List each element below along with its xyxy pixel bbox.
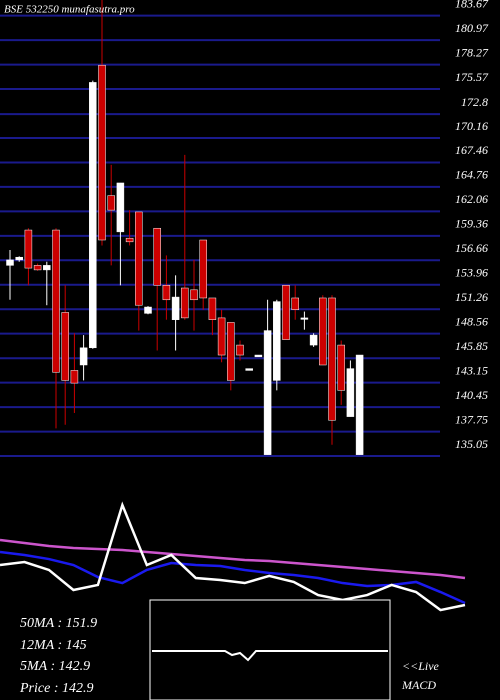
- candle-body: [43, 265, 51, 271]
- y-tick-label: 178.27: [455, 45, 489, 59]
- candle-body: [319, 297, 327, 366]
- y-tick-label: 156.66: [455, 241, 488, 255]
- candle-body: [300, 317, 309, 320]
- candle-body: [291, 297, 299, 310]
- candle-body: [236, 344, 244, 356]
- candle-body: [181, 287, 189, 319]
- candle-body: [355, 354, 364, 455]
- y-tick-label: 175.57: [455, 70, 489, 84]
- ma-panel: [0, 501, 466, 612]
- candle-body: [254, 354, 263, 358]
- candle-body: [208, 297, 217, 320]
- candle-body: [125, 237, 134, 243]
- y-tick-label: 143.15: [455, 363, 488, 377]
- candle-body: [89, 82, 97, 349]
- live-label: <<Live: [402, 659, 440, 673]
- candle-body: [227, 322, 235, 381]
- candle-body: [98, 64, 106, 241]
- y-tick-label: 159.36: [455, 217, 488, 231]
- candle-body: [61, 312, 69, 381]
- y-tick-label: 145.85: [455, 339, 488, 353]
- candle-body: [273, 301, 281, 381]
- y-tick-label: 172.8: [461, 95, 488, 109]
- candle-body: [70, 370, 79, 384]
- y-tick-label: 140.45: [455, 388, 488, 402]
- candle-body: [309, 334, 318, 346]
- y-tick-label: 137.75: [455, 412, 488, 426]
- candle-body: [144, 306, 152, 314]
- candle-body: [346, 368, 355, 417]
- y-tick-label: 153.96: [455, 266, 488, 280]
- stat: 5MA : 142.9: [20, 659, 90, 674]
- y-tick-label: 162.06: [455, 192, 488, 206]
- y-tick-label: 135.05: [455, 437, 488, 451]
- candle-body: [328, 297, 336, 421]
- y-tick-label: 148.56: [455, 314, 488, 328]
- candle-body: [190, 289, 198, 301]
- candle-body: [52, 229, 60, 373]
- candle-body: [15, 256, 23, 261]
- y-tick-label: 167.46: [455, 143, 488, 157]
- candle-body: [135, 211, 143, 306]
- candle-body: [199, 239, 207, 299]
- candle-body: [263, 330, 272, 455]
- ma-line: [0, 538, 466, 580]
- candle-body: [282, 285, 290, 340]
- candle-body: [217, 317, 226, 356]
- candle-body: [337, 344, 345, 391]
- stat: 12MA : 145: [20, 638, 87, 653]
- candles: [6, 0, 364, 455]
- ma-line: [0, 501, 466, 612]
- chart-title: BSE 532250 munafasutra.pro: [4, 4, 135, 16]
- candle-body: [33, 265, 42, 271]
- ma-line: [0, 550, 466, 605]
- y-tick-label: 183.67: [455, 0, 489, 10]
- candle-body: [116, 182, 125, 233]
- stat: 50MA : 151.9: [20, 616, 97, 631]
- stat: Price : 142.9: [19, 681, 93, 696]
- candle-body: [245, 368, 253, 371]
- candle-body: [171, 296, 180, 320]
- y-tick-label: 170.16: [455, 119, 488, 133]
- candle-body: [162, 285, 171, 301]
- candle-body: [79, 347, 88, 366]
- candle-body: [107, 195, 115, 211]
- y-tick-label: 180.97: [455, 21, 489, 35]
- candle-body: [6, 259, 14, 266]
- macd-label: MACD: [401, 678, 436, 692]
- macd-line: [152, 650, 388, 662]
- candle-body: [24, 229, 33, 269]
- y-tick-label: 164.76: [455, 168, 488, 182]
- y-tick-label: 151.26: [455, 290, 488, 304]
- candle-body: [153, 227, 161, 286]
